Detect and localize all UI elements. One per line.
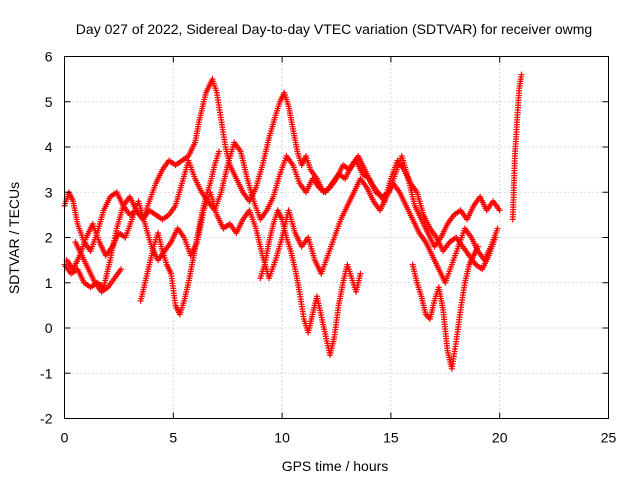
y-tick-label: 6 xyxy=(45,49,53,65)
x-tick-label: 10 xyxy=(274,430,290,446)
y-tick-label: 5 xyxy=(45,94,53,110)
y-tick-labels: -2 -1 0 1 2 3 4 5 6 xyxy=(40,49,53,427)
y-tick-label: 3 xyxy=(45,184,53,200)
data-point xyxy=(215,148,222,155)
y-tick-label: 0 xyxy=(45,320,53,336)
y-tick-label: 4 xyxy=(45,139,53,155)
x-tick-label: 15 xyxy=(383,430,399,446)
data-point xyxy=(474,243,481,250)
data-point xyxy=(496,207,503,214)
x-tick-labels: 0 5 10 15 20 25 xyxy=(61,430,617,446)
x-tick-label: 0 xyxy=(61,430,69,446)
chart-title: Day 027 of 2022, Sidereal Day-to-day VTE… xyxy=(76,21,592,37)
data-point xyxy=(518,71,525,78)
x-tick-label: 5 xyxy=(169,430,177,446)
data-point xyxy=(494,225,501,232)
data-point xyxy=(357,270,364,277)
x-tick-label: 25 xyxy=(601,430,617,446)
data-point xyxy=(118,266,125,273)
data-points xyxy=(61,71,525,372)
x-tick-label: 20 xyxy=(492,430,508,446)
y-tick-label: -2 xyxy=(40,411,53,427)
y-tick-label: 2 xyxy=(45,230,53,246)
x-axis-label: GPS time / hours xyxy=(282,458,389,474)
axis-ticks xyxy=(64,56,609,419)
y-axis-label: SDTVAR / TECUs xyxy=(6,182,22,294)
y-tick-label: -1 xyxy=(40,365,53,381)
y-tick-label: 1 xyxy=(45,275,53,291)
